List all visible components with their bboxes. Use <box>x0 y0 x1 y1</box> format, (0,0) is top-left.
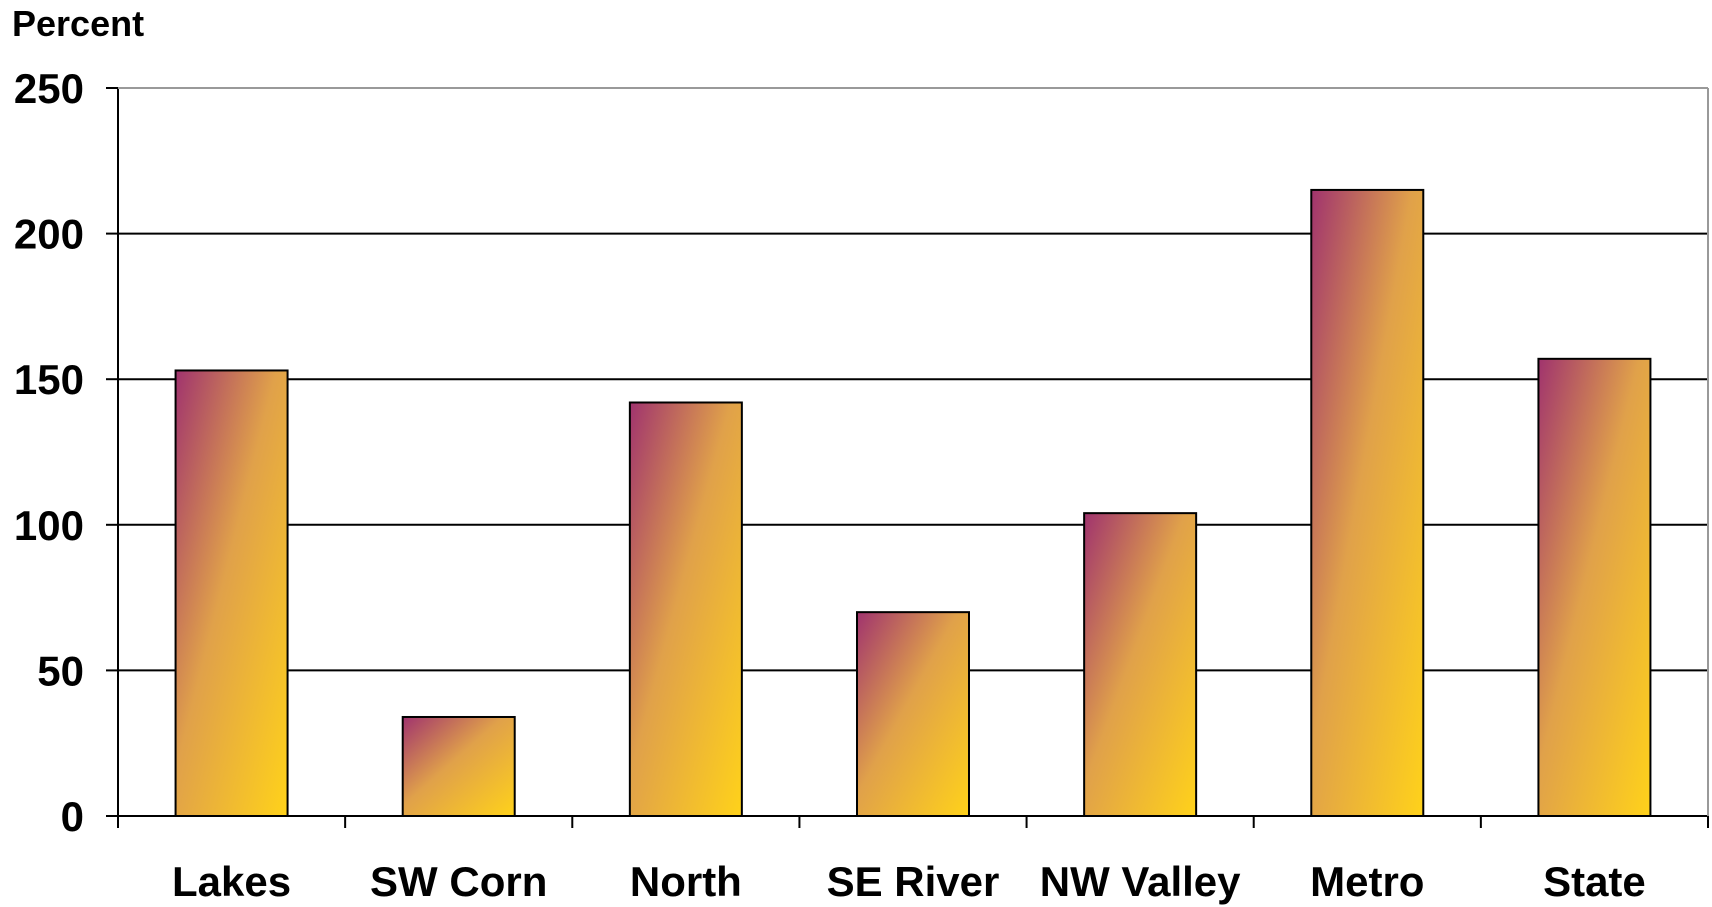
y-tick-labels: 0 50 100 150 200 250 <box>14 65 84 840</box>
x-tick-label: SW Corn <box>370 858 547 905</box>
bar-state <box>1537 357 1652 817</box>
x-tick-label: NW Valley <box>1040 858 1241 905</box>
axes <box>106 87 1709 828</box>
bar-metro <box>1310 188 1425 818</box>
bar-lakes <box>174 369 289 817</box>
x-tick-label: North <box>630 858 742 905</box>
bar-se-river <box>856 611 970 817</box>
bar-sw-corn <box>401 715 516 818</box>
x-tick-label: SE River <box>827 858 1000 905</box>
x-tick-label: State <box>1543 858 1646 905</box>
y-tick-label: 250 <box>14 65 84 112</box>
y-tick-label: 200 <box>14 211 84 258</box>
y-tick-label: 50 <box>37 647 84 694</box>
x-tick-labels: Lakes SW Corn North SE River NW Valley Metro S… <box>172 858 1646 905</box>
y-tick-label: 150 <box>14 356 84 403</box>
bar-nw-valley <box>1083 512 1198 817</box>
y-tick-label: 0 <box>61 793 84 840</box>
y-tick-label: 100 <box>14 502 84 549</box>
bars <box>174 188 1652 818</box>
bar-north <box>628 401 743 817</box>
x-tick-label: Metro <box>1310 858 1424 905</box>
y-axis-label: Percent <box>12 3 144 44</box>
gridlines <box>118 87 1708 672</box>
x-tick-label: Lakes <box>172 858 291 905</box>
